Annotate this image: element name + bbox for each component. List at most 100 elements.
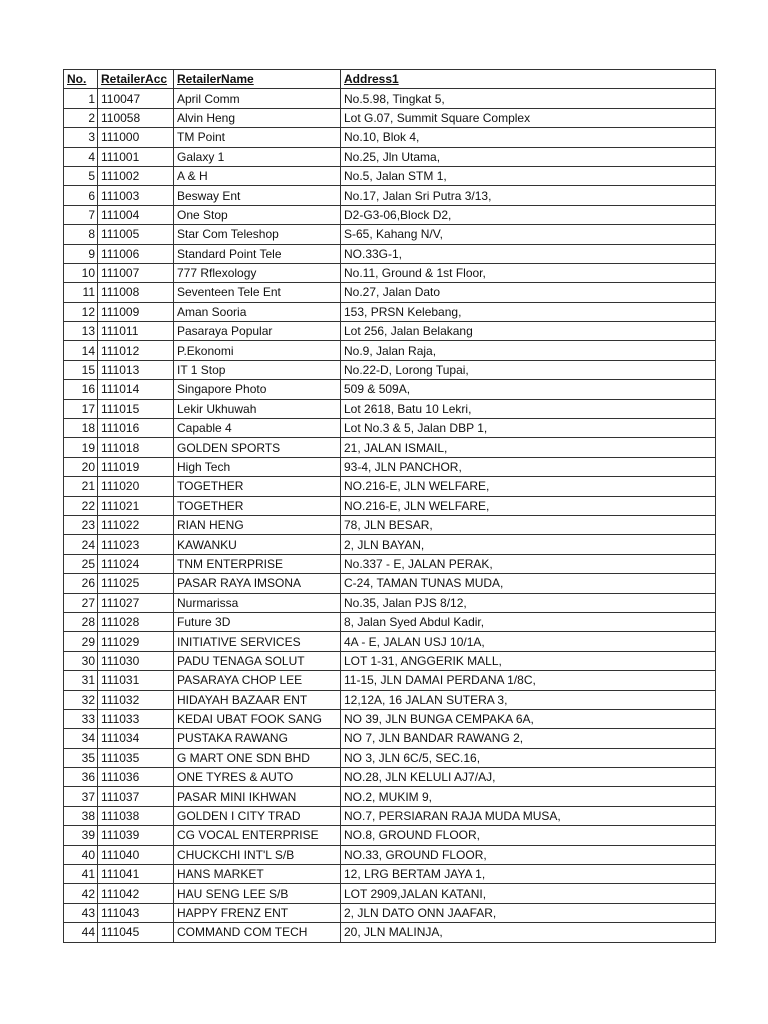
cell-no: 24 <box>63 534 98 555</box>
cell-retailer-acc: 111003 <box>97 185 174 206</box>
cell-retailer-acc: 111045 <box>97 922 174 943</box>
cell-address1: NO 7, JLN BANDAR RAWANG 2, <box>340 728 716 749</box>
table-row: 32 111032 HIDAYAH BAZAAR ENT 12,12A, 16 JAL… <box>63 689 716 710</box>
cell-address1: 8, Jalan Syed Abdul Kadir, <box>340 611 716 633</box>
table-row: 41 111041 HANS MARKET 12, LRG BERTAM JAYA 1… <box>63 864 716 885</box>
cell-no: 28 <box>63 611 98 633</box>
cell-retailer-name: PUSTAKA RAWANG <box>173 728 341 749</box>
cell-retailer-acc: 111025 <box>97 573 174 594</box>
cell-retailer-acc: 111036 <box>97 767 174 788</box>
table-body: 1 110047 April Comm No.5.98, Tingkat 5, 2 110… <box>63 88 716 943</box>
cell-no: 30 <box>63 650 98 672</box>
cell-retailer-name: PASAR MINI IKHWAN <box>173 786 341 807</box>
cell-no: 17 <box>63 398 98 420</box>
cell-address1: 12,12A, 16 JALAN SUTERA 3, <box>340 689 716 710</box>
table-row: 8 111005 Star Com Teleshop S-65, Kahang N/V… <box>63 224 716 245</box>
cell-no: 7 <box>63 204 98 226</box>
cell-address1: Lot No.3 & 5, Jalan DBP 1, <box>340 418 716 439</box>
cell-retailer-acc: 111021 <box>97 495 174 516</box>
cell-retailer-name: 777 Rflexology <box>173 262 341 284</box>
cell-retailer-name: COMMAND COM TECH <box>173 922 341 943</box>
cell-address1: No.337 - E, JALAN PERAK, <box>340 553 716 575</box>
cell-retailer-acc: 111018 <box>97 437 174 458</box>
cell-retailer-name: Standard Point Tele <box>173 243 341 264</box>
table-row: 33 111033 KEDAI UBAT FOOK SANG NO 39, JLN B… <box>63 708 716 730</box>
cell-address1: 20, JLN MALINJA, <box>340 922 716 943</box>
cell-no: 27 <box>63 592 98 613</box>
cell-address1: 153, PRSN Kelebang, <box>340 301 716 323</box>
cell-retailer-acc: 111006 <box>97 243 174 264</box>
cell-retailer-acc: 111028 <box>97 611 174 633</box>
cell-address1: NO.33G-1, <box>340 243 716 264</box>
cell-retailer-name: PASAR RAYA IMSONA <box>173 573 341 594</box>
header-address1: Address1 <box>340 68 716 90</box>
cell-address1: NO.8, GROUND FLOOR, <box>340 825 716 846</box>
cell-no: 38 <box>63 805 98 827</box>
cell-address1: Lot G.07, Summit Square Complex <box>340 107 716 129</box>
table-row: 17 111015 Lekir Ukhuwah Lot 2618, Batu 10 L… <box>63 398 716 420</box>
cell-retailer-name: PASARAYA CHOP LEE <box>173 670 341 691</box>
table-row: 11 111008 Seventeen Tele Ent No.27, Jalan D… <box>63 282 716 303</box>
table-row: 7 111004 One Stop D2-G3-06,Block D2, <box>63 204 716 226</box>
cell-address1: NO.216-E, JLN WELFARE, <box>340 476 716 497</box>
cell-address1: LOT 1-31, ANGGERIK MALL, <box>340 650 716 672</box>
cell-no: 11 <box>63 282 98 303</box>
cell-retailer-acc: 111009 <box>97 301 174 323</box>
cell-no: 41 <box>63 864 98 885</box>
cell-retailer-name: KEDAI UBAT FOOK SANG <box>173 708 341 730</box>
cell-address1: NO.2, MUKIM 9, <box>340 786 716 807</box>
cell-retailer-name: GOLDEN I CITY TRAD <box>173 805 341 827</box>
table-row: 29 111029 INITIATIVE SERVICES 4A - E, JALAN… <box>63 631 716 652</box>
cell-no: 35 <box>63 747 98 769</box>
cell-retailer-acc: 111020 <box>97 476 174 497</box>
cell-retailer-acc: 111043 <box>97 902 174 924</box>
cell-retailer-acc: 111019 <box>97 456 174 478</box>
cell-retailer-acc: 111012 <box>97 340 174 361</box>
cell-no: 40 <box>63 844 98 866</box>
cell-retailer-name: RIAN HENG <box>173 514 341 536</box>
cell-retailer-name: TOGETHER <box>173 495 341 516</box>
cell-retailer-acc: 111032 <box>97 689 174 710</box>
cell-retailer-name: INITIATIVE SERVICES <box>173 631 341 652</box>
cell-retailer-name: High Tech <box>173 456 341 478</box>
cell-retailer-acc: 111024 <box>97 553 174 575</box>
cell-retailer-acc: 111023 <box>97 534 174 555</box>
cell-retailer-acc: 111034 <box>97 728 174 749</box>
cell-retailer-name: G MART ONE SDN BHD <box>173 747 341 769</box>
table-row: 6 111003 Besway Ent No.17, Jalan Sri Putra … <box>63 185 716 206</box>
cell-retailer-acc: 111002 <box>97 165 174 187</box>
cell-address1: NO 39, JLN BUNGA CEMPAKA 6A, <box>340 708 716 730</box>
table-row: 16 111014 Singapore Photo 509 & 509A, <box>63 379 716 400</box>
table-row: 27 111027 Nurmarissa No.35, Jalan PJS 8/12, <box>63 592 716 613</box>
cell-no: 15 <box>63 359 98 381</box>
cell-address1: NO.216-E, JLN WELFARE, <box>340 495 716 516</box>
table-row: 2 110058 Alvin Heng Lot G.07, Summit Square… <box>63 107 716 129</box>
header-retailer-name: RetailerName <box>173 68 341 90</box>
cell-retailer-name: HAPPY FRENZ ENT <box>173 902 341 924</box>
table-row: 44 111045 COMMAND COM TECH 20, JLN MALINJA, <box>63 922 716 943</box>
cell-retailer-acc: 111013 <box>97 359 174 381</box>
cell-retailer-name: Pasaraya Popular <box>173 321 341 342</box>
cell-no: 44 <box>63 922 98 943</box>
cell-address1: 11-15, JLN DAMAI PERDANA 1/8C, <box>340 670 716 691</box>
cell-no: 29 <box>63 631 98 652</box>
cell-retailer-acc: 111039 <box>97 825 174 846</box>
table-row: 13 111011 Pasaraya Popular Lot 256, Jalan B… <box>63 321 716 342</box>
cell-retailer-name: HANS MARKET <box>173 864 341 885</box>
cell-address1: 4A - E, JALAN USJ 10/1A, <box>340 631 716 652</box>
table-row: 1 110047 April Comm No.5.98, Tingkat 5, <box>63 88 716 109</box>
cell-no: 31 <box>63 670 98 691</box>
cell-no: 25 <box>63 553 98 575</box>
cell-address1: No.10, Blok 4, <box>340 127 716 148</box>
table-row: 22 111021 TOGETHER NO.216-E, JLN WELFARE, <box>63 495 716 516</box>
cell-retailer-acc: 111033 <box>97 708 174 730</box>
cell-retailer-acc: 111014 <box>97 379 174 400</box>
cell-no: 23 <box>63 514 98 536</box>
cell-retailer-name: Singapore Photo <box>173 379 341 400</box>
table-row: 35 111035 G MART ONE SDN BHD NO 3, JLN 6C/5… <box>63 747 716 769</box>
table-row: 21 111020 TOGETHER NO.216-E, JLN WELFARE, <box>63 476 716 497</box>
cell-address1: No.35, Jalan PJS 8/12, <box>340 592 716 613</box>
cell-retailer-name: Star Com Teleshop <box>173 224 341 245</box>
cell-retailer-acc: 111022 <box>97 514 174 536</box>
cell-address1: 2, JLN BAYAN, <box>340 534 716 555</box>
